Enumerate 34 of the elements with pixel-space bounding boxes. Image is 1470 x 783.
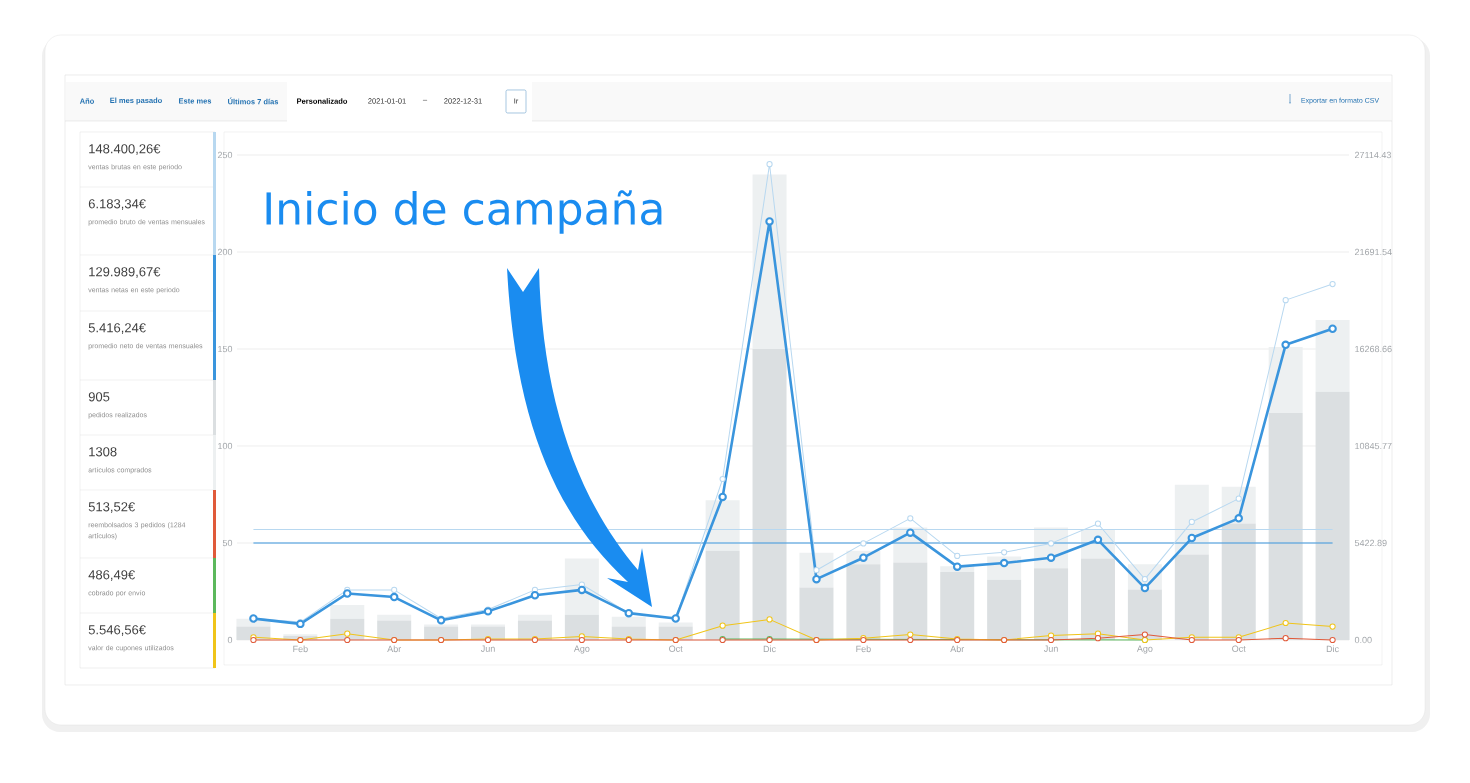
text: 129.989,67€ <box>89 267 161 278</box>
y2-tick-label: 21691.54 <box>1354 248 1392 256</box>
x-tick-label: Abr <box>950 645 965 653</box>
y2-tick-label: 27114.43 <box>1354 151 1391 159</box>
text: 513,52€ <box>88 502 135 513</box>
text: 5.546,56€ <box>88 625 146 636</box>
x-tick-label: Oct <box>669 645 683 652</box>
text: 905 <box>88 392 110 402</box>
x-tick-label: Oct <box>1232 645 1246 652</box>
y2-tick-label: 16268.66 <box>1355 345 1392 353</box>
text: 148.400,26€ <box>89 144 161 155</box>
x-tick-label: Ago <box>573 645 590 654</box>
x-tick-label: Feb <box>293 645 308 653</box>
text: 6.183,34€ <box>88 199 146 210</box>
x-tick-label: Dic <box>763 645 776 653</box>
text: 1308 <box>89 447 117 457</box>
y2-tick-label: 0.00 <box>1354 636 1372 644</box>
x-tick-label: Jun <box>480 645 495 652</box>
y2-tick-label: 5422.89 <box>1354 539 1387 547</box>
y-tick-label: 200 <box>217 248 233 256</box>
x-tick-label: Feb <box>856 645 871 653</box>
y-tick-label: 250 <box>217 151 233 159</box>
y-tick-label: 0 <box>227 636 233 644</box>
text: 5.416,24€ <box>88 323 146 334</box>
annotation: Inicio de campaña <box>266 190 662 234</box>
y-tick-label: 100 <box>218 442 233 450</box>
x-tick-label: Ago <box>1136 645 1153 654</box>
x-tick-label: Abr <box>387 645 402 653</box>
y-tick-label: 150 <box>218 345 233 353</box>
text: 486,49€ <box>88 570 135 581</box>
y-tick-label: 50 <box>222 539 233 547</box>
y2-tick-label: 10845.77 <box>1355 442 1392 450</box>
x-tick-label: Dic <box>1326 645 1339 653</box>
x-tick-label: Jun <box>1043 645 1058 652</box>
